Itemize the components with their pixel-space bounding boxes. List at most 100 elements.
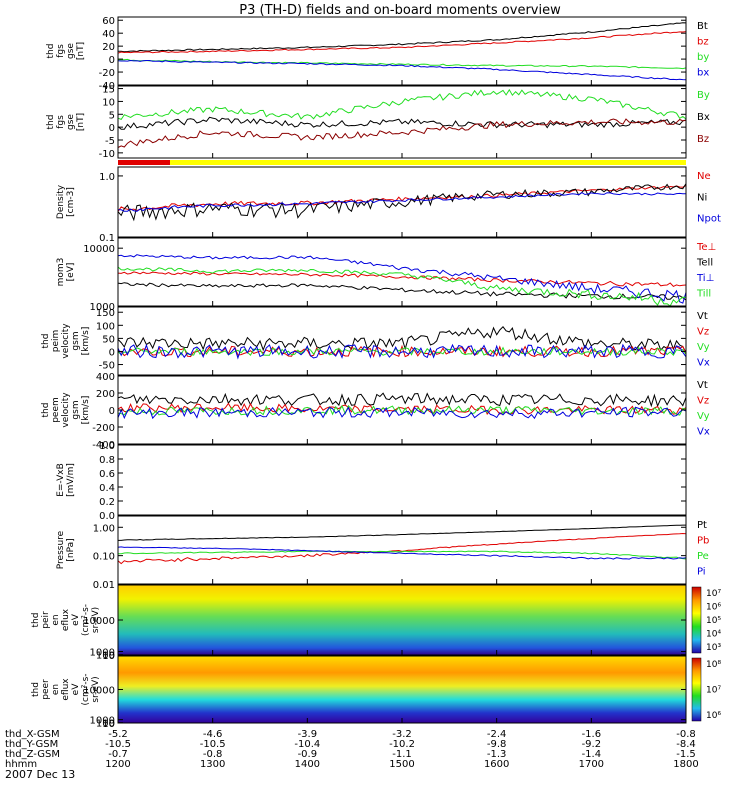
- y-axis-label: gse: [66, 43, 76, 59]
- y-axis-label: thd: [46, 115, 56, 130]
- y-axis-label: eV: [71, 683, 81, 696]
- y-tick-label: 10: [102, 97, 115, 108]
- y-axis-label: [cm-3]: [66, 187, 76, 217]
- legend-Pe: Pe: [697, 551, 709, 562]
- x-axis-value: 1800: [673, 759, 698, 770]
- y-tick-label: -10: [99, 149, 115, 160]
- y-tick-label: 1.0: [99, 172, 115, 183]
- y-tick-label: 1.00: [93, 523, 115, 534]
- y-axis-label: peim: [51, 330, 61, 353]
- y-axis-label: velocity: [61, 392, 71, 428]
- y-tick-label: 10000: [83, 616, 115, 627]
- y-tick-label: 20: [102, 42, 115, 53]
- series-line-Vz: [117, 402, 687, 416]
- colorbar-label: 10⁷: [706, 589, 721, 599]
- y-axis-label: eflux: [61, 608, 71, 631]
- colorbar-label: 10⁶: [706, 603, 721, 613]
- y-axis-label: (cm²-s-: [81, 604, 91, 636]
- series-line-Bz: [117, 118, 687, 148]
- y-axis-label: sr-eV): [91, 676, 101, 702]
- x-axis-value: -10.2: [389, 739, 415, 750]
- plot-title: P3 (TH-D) fields and on-board moments ov…: [239, 3, 561, 18]
- series-line-Ni: [117, 183, 687, 222]
- x-axis-labels: thd_X-GSM -5.2 -4.6 -3.9 -3.2 -2.4 -1.6 -0.8 thd…: [5, 729, 699, 770]
- series-line-Vx: [117, 406, 687, 420]
- y-tick-label: -400: [92, 440, 115, 451]
- legend-Bx: Bx: [697, 112, 710, 123]
- y-tick-label: 10: [102, 719, 115, 730]
- legend-Ti⊥: Ti⊥: [696, 273, 714, 284]
- y-tick-label: 60: [102, 16, 115, 27]
- y-tick-label: 0.0: [99, 511, 115, 522]
- series-line-Vt: [117, 392, 687, 408]
- y-axis-label: fgs: [56, 44, 66, 58]
- legend-Ne: Ne: [697, 171, 711, 182]
- mode-bar: [118, 160, 686, 165]
- colorbar-label: 10⁷: [706, 686, 721, 696]
- y-tick-label: 40: [102, 29, 115, 40]
- y-tick-label: 100: [96, 651, 115, 662]
- series-line-bx: [117, 59, 687, 81]
- y-axis-label: fgs: [56, 115, 66, 129]
- x-axis-value: 1600: [484, 759, 509, 770]
- y-axis-label: sr-eV): [91, 607, 101, 633]
- series-line-By: [117, 88, 687, 121]
- legend-Pt: Pt: [697, 520, 707, 531]
- x-axis-value: -0.8: [676, 729, 696, 740]
- x-axis-value: -0.7: [108, 749, 128, 760]
- y-axis-label: [km/s]: [81, 396, 91, 425]
- series-line-Vy: [117, 346, 687, 357]
- y-tick-label: 200: [96, 389, 115, 400]
- legend-By: By: [697, 90, 710, 101]
- legend-Till: Till: [696, 289, 711, 300]
- y-tick-label: -200: [92, 423, 115, 434]
- legend-Vt: Vt: [697, 380, 708, 391]
- legend-bx: bx: [697, 68, 709, 79]
- y-axis-label: gsm: [71, 331, 81, 350]
- series-line-Bt: [117, 22, 687, 53]
- y-axis-label: [nT]: [76, 113, 86, 131]
- y-axis-label: velocity: [61, 323, 71, 359]
- y-tick-label: 0: [109, 55, 115, 66]
- y-tick-label: 5: [109, 110, 115, 121]
- y-axis-label: en: [51, 684, 61, 695]
- legend-Te⊥: Te⊥: [696, 242, 716, 253]
- panel-frame: [117, 166, 687, 238]
- y-axis-label: [nT]: [76, 42, 86, 60]
- colorbar-label: 10⁸: [706, 660, 721, 670]
- x-axis-value: -0.9: [298, 749, 318, 760]
- y-axis-label: peem: [51, 397, 61, 423]
- y-axis-label: peer: [41, 679, 51, 700]
- x-axis-value: 1500: [389, 759, 414, 770]
- y-tick-label: 15: [102, 85, 115, 96]
- series-line-by: [117, 58, 687, 70]
- x-axis-value: -1.4: [582, 749, 602, 760]
- legend-Vy: Vy: [697, 411, 710, 422]
- spectrogram-ion: [118, 585, 686, 655]
- series-line-Vx: [117, 343, 687, 360]
- panel-3: Ne Ni Npot 1.0 0.1 Density [cm-3]: [56, 166, 721, 244]
- spectrogram-electron: [118, 656, 686, 723]
- series-line-bz: [117, 31, 687, 54]
- y-axis-label: [km/s]: [81, 327, 91, 356]
- panel-7: 1.0 0.8 0.6 0.4 0.2 0.0 E=-VxB [mV/m]: [56, 441, 687, 522]
- legend-Vt: Vt: [697, 311, 708, 322]
- legend-Vx: Vx: [697, 427, 710, 438]
- x-axis-row-label: hhmm: [5, 759, 37, 770]
- x-axis-value: -4.6: [203, 729, 223, 740]
- y-axis-label: eflux: [61, 678, 71, 701]
- panel-4: Te⊥ Tell Ti⊥ Till 10000 1000 mom3 [eV]: [56, 237, 716, 313]
- colorbar-label: 10⁵: [706, 616, 721, 626]
- x-axis-value: 1700: [579, 759, 604, 770]
- y-axis-label: thd: [31, 682, 41, 697]
- legend-Ni: Ni: [697, 192, 707, 203]
- x-axis-value: -8.4: [676, 739, 696, 750]
- mode-bar-red: [118, 160, 170, 165]
- y-tick-label: 400: [96, 372, 115, 383]
- series-line-Tell: [117, 282, 687, 301]
- legend-bz: bz: [697, 37, 709, 48]
- x-axis-value: -9.2: [582, 739, 602, 750]
- y-tick-label: 100: [96, 719, 115, 730]
